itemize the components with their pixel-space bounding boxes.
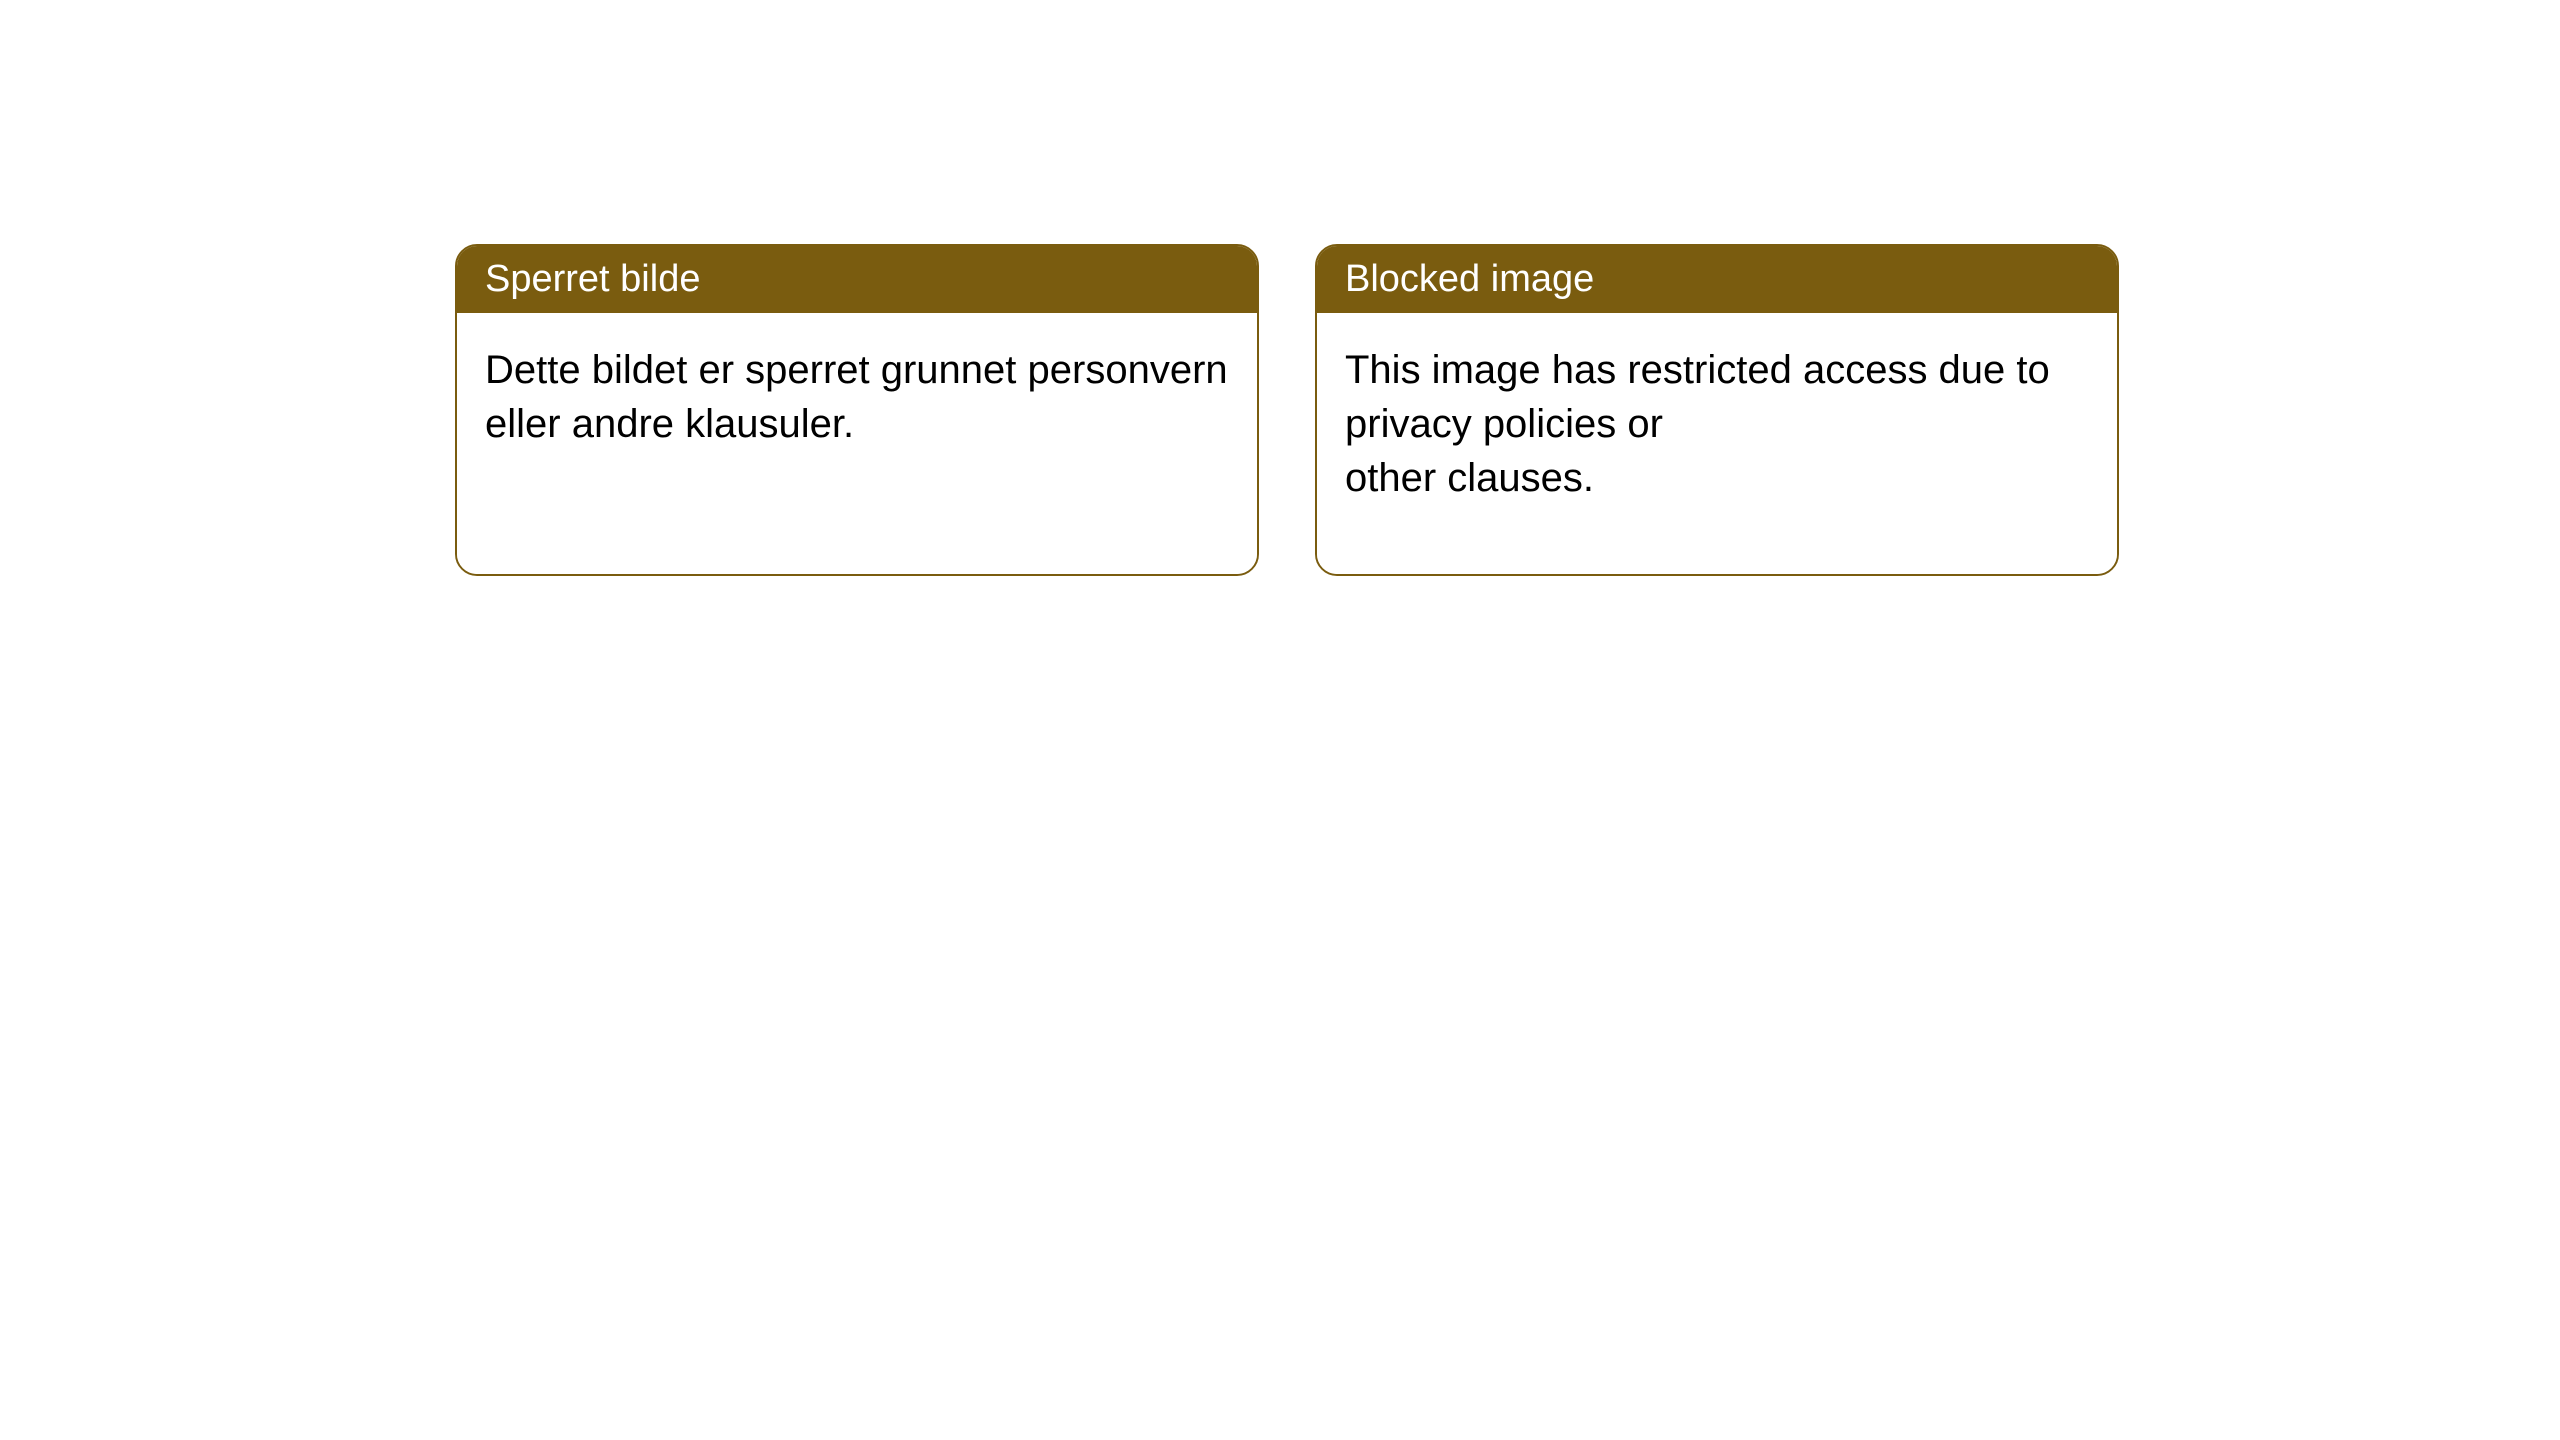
- card-body-text: This image has restricted access due to …: [1345, 348, 2050, 500]
- card-body: This image has restricted access due to …: [1317, 313, 2117, 574]
- cards-container: Sperret bilde Dette bildet er sperret gr…: [455, 244, 2119, 576]
- card-body-text: Dette bildet er sperret grunnet personve…: [485, 348, 1228, 446]
- card-header: Sperret bilde: [457, 246, 1257, 313]
- card-header: Blocked image: [1317, 246, 2117, 313]
- card-title: Blocked image: [1345, 258, 1594, 300]
- card-title: Sperret bilde: [485, 258, 700, 300]
- card-english: Blocked image This image has restricted …: [1315, 244, 2119, 576]
- card-norwegian: Sperret bilde Dette bildet er sperret gr…: [455, 244, 1259, 576]
- card-body: Dette bildet er sperret grunnet personve…: [457, 313, 1257, 574]
